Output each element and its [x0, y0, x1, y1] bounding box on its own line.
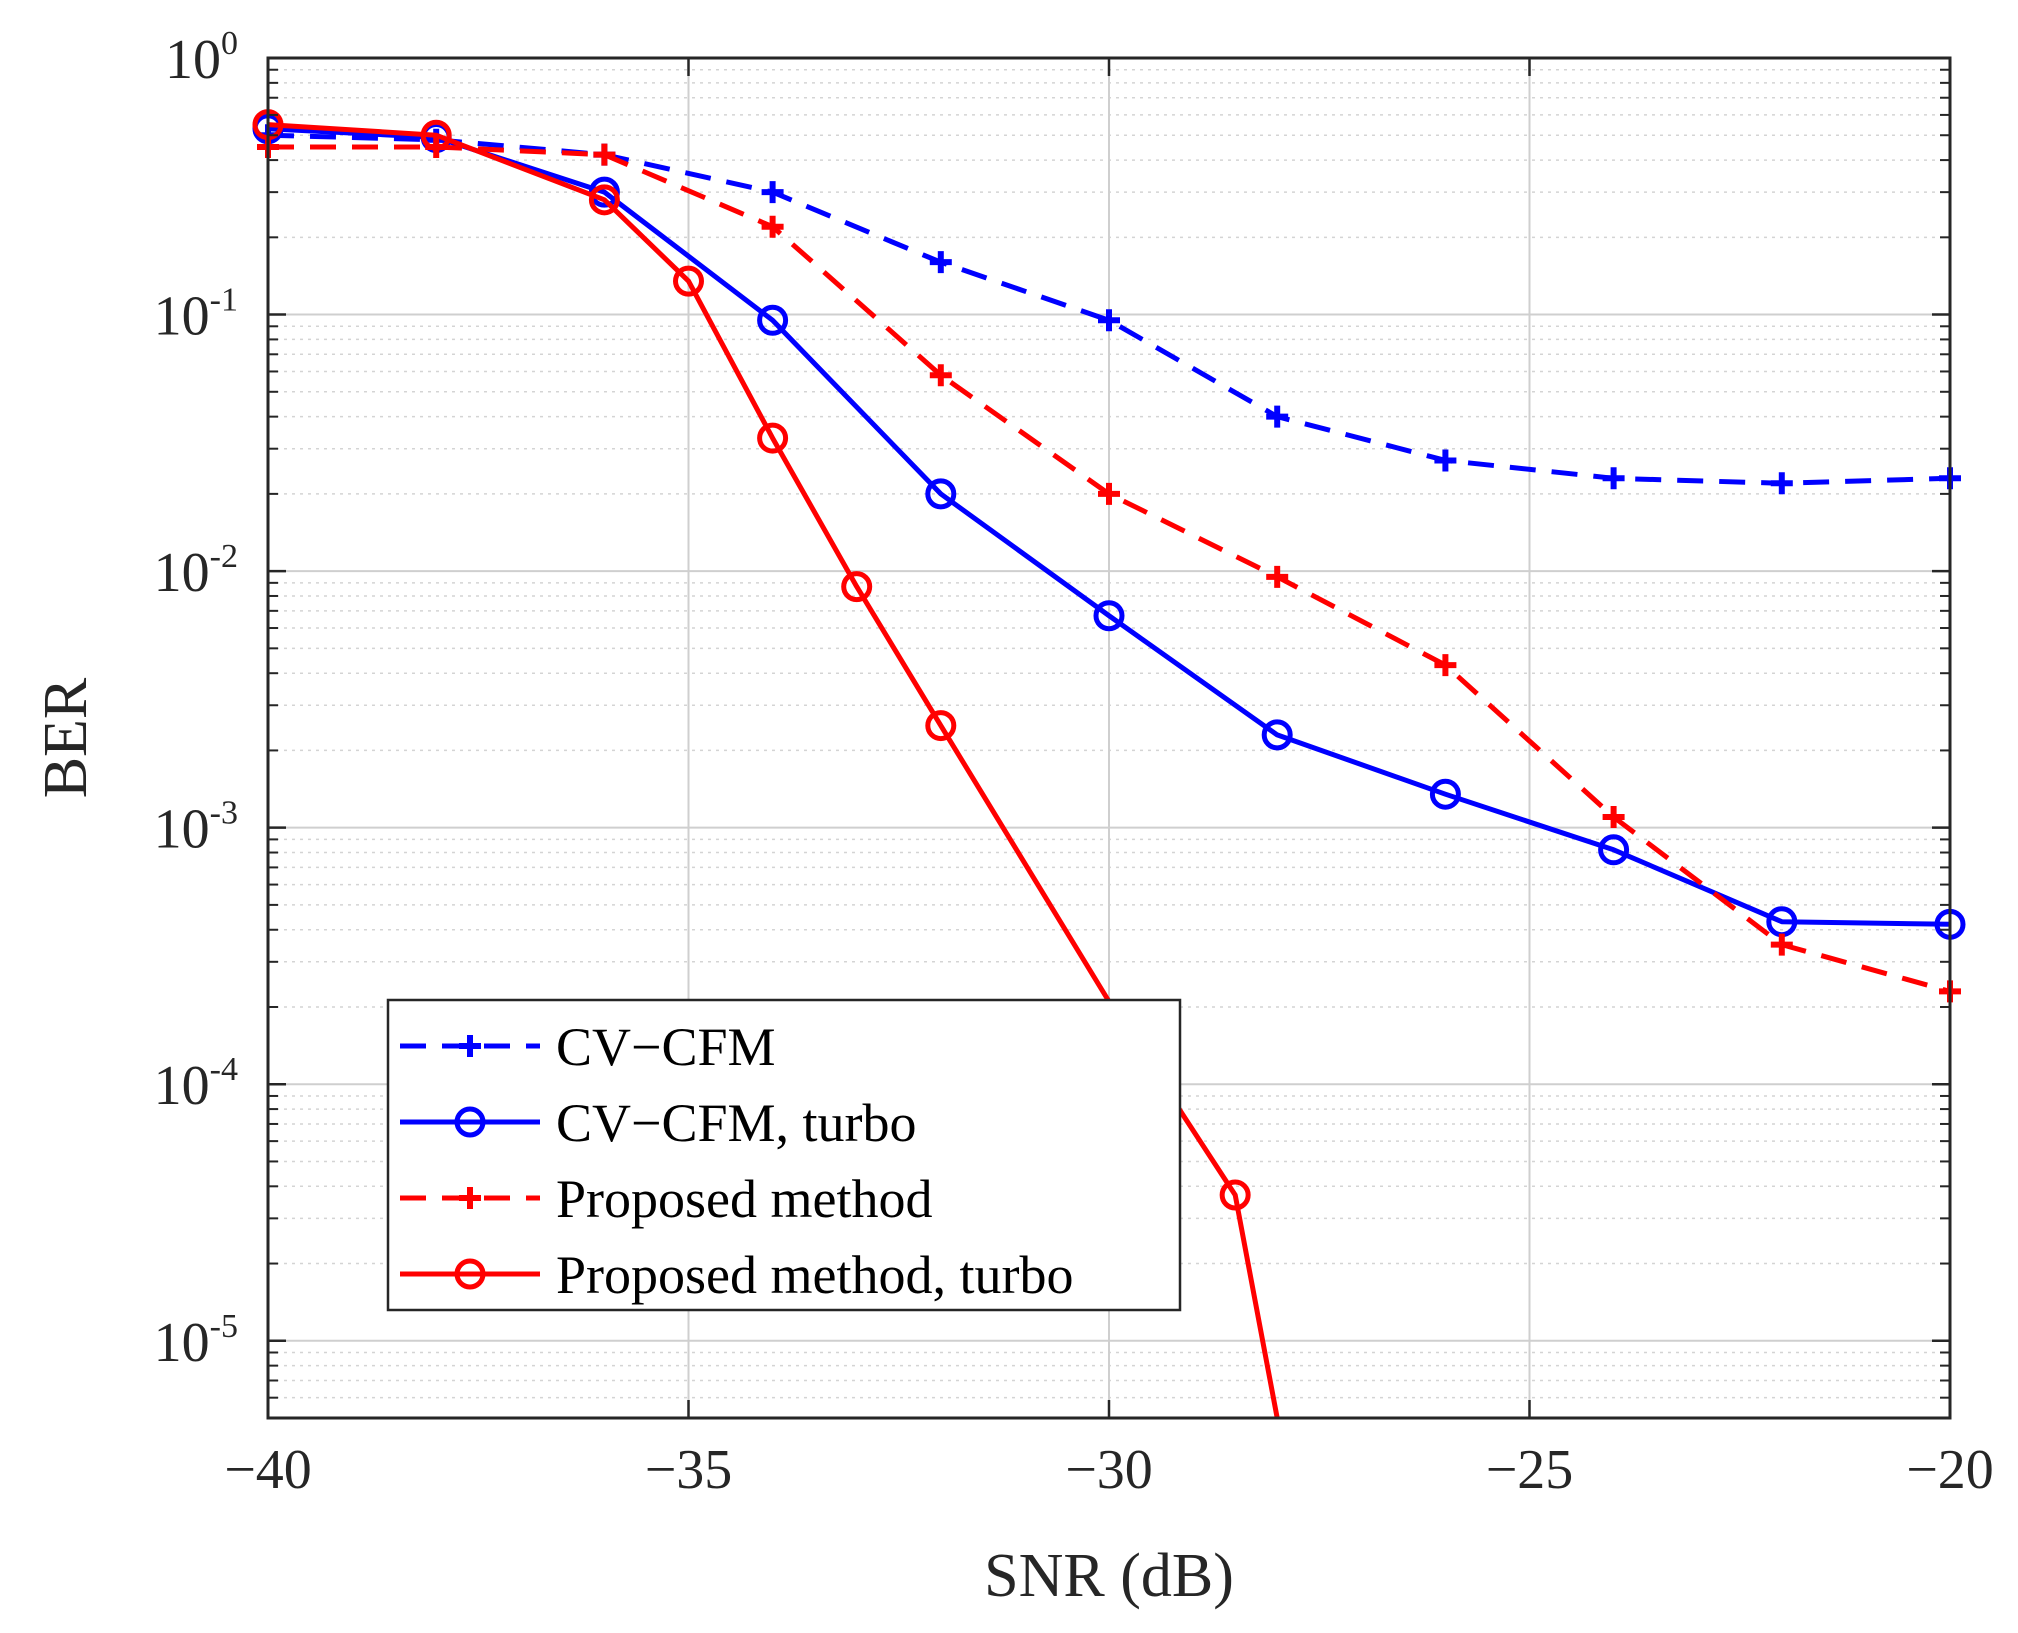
data-point: [1602, 467, 1625, 490]
legend-marker: [454, 1106, 486, 1138]
legend: CV−CFM CV−CFM, turbo Proposed method Propos…: [386, 998, 1182, 1312]
data-point: [1266, 405, 1289, 428]
data-point: [673, 265, 704, 297]
legend-label: CV−CFM, turbo: [556, 1093, 917, 1153]
data-point: [1770, 472, 1793, 495]
y-tick-label: 10-5: [154, 1308, 238, 1374]
axis-ticks: [266, 56, 1952, 1418]
x-tick-labels: −40 −35 −30 −25 −20: [224, 1439, 1994, 1501]
legend-marker: [459, 1035, 481, 1057]
data-point: [1261, 719, 1293, 751]
legend-label: Proposed method: [556, 1169, 932, 1229]
data-point: [1219, 1179, 1251, 1211]
y-tick-label: 10-1: [154, 282, 238, 348]
legend-box: [386, 998, 1182, 1312]
legend-label: CV−CFM: [556, 1017, 776, 1077]
data-point: [925, 478, 957, 510]
data-point: [841, 571, 873, 603]
data-point: [1098, 309, 1120, 332]
data-point: [757, 422, 789, 454]
data-point: [1598, 834, 1630, 866]
data-point: [1434, 449, 1457, 472]
x-tick-label: −30: [1065, 1439, 1153, 1501]
y-tick-label: 10-3: [154, 795, 238, 861]
y-axis-title: BER: [32, 677, 100, 798]
series-0: [257, 124, 1961, 495]
data-point: [1770, 933, 1793, 956]
x-tick-label: −40: [224, 1439, 312, 1501]
legend-marker: [454, 1258, 486, 1290]
data-point: [761, 181, 784, 204]
x-tick-label: −25: [1486, 1439, 1574, 1501]
y-tick-label: 10-4: [154, 1051, 238, 1117]
x-tick-label: −35: [645, 1439, 733, 1501]
data-point: [1266, 565, 1289, 588]
data-point: [1434, 654, 1457, 677]
data-point: [761, 215, 784, 238]
x-axis-title: SNR (dB): [984, 1542, 1234, 1610]
data-point: [757, 304, 789, 336]
data-point: [1602, 806, 1625, 829]
x-tick-label: −20: [1906, 1439, 1994, 1501]
data-point: [1429, 778, 1461, 810]
data-point: [420, 119, 452, 151]
series-line: [267, 126, 1951, 927]
y-tick-label: 100: [165, 25, 238, 91]
data-point: [1098, 482, 1120, 505]
data-point: [929, 251, 952, 274]
data-point: [929, 364, 952, 387]
data-point: [588, 184, 620, 216]
data-point: [1093, 600, 1125, 632]
y-tick-labels: 100 10-1 10-2 10-3 10-4 10-5: [154, 25, 238, 1374]
legend-label: Proposed method, turbo: [556, 1245, 1073, 1305]
legend-marker: [459, 1187, 481, 1209]
data-point: [925, 710, 957, 742]
data-point: [593, 143, 616, 166]
y-tick-label: 10-2: [154, 538, 238, 604]
